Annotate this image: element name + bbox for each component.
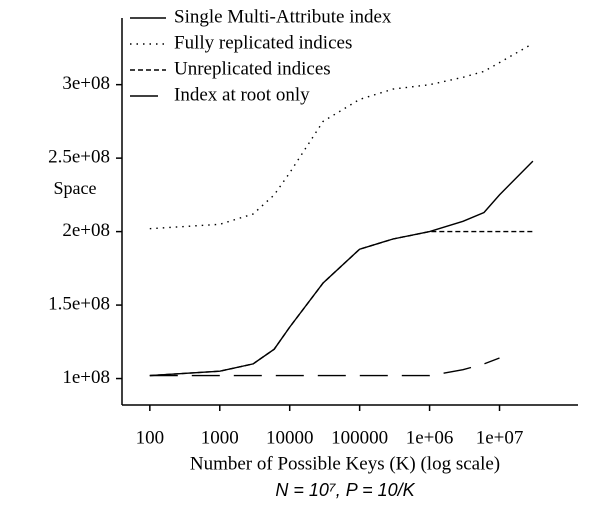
y-axis-label: Space bbox=[54, 178, 97, 198]
x-tick-label: 1e+07 bbox=[476, 427, 524, 448]
series-line bbox=[149, 357, 500, 377]
series-line bbox=[149, 230, 533, 377]
annotation: N = 10⁷, P = 10/K bbox=[275, 480, 415, 500]
series-line bbox=[149, 42, 534, 230]
x-tick-label: 10000 bbox=[266, 427, 314, 448]
x-tick-label: 100000 bbox=[331, 427, 388, 448]
x-axis-label: Number of Possible Keys (K) (log scale) bbox=[190, 453, 500, 474]
x-tick-label: 100 bbox=[136, 427, 165, 448]
legend-label: Index at root only bbox=[174, 84, 310, 105]
legend-label: Unreplicated indices bbox=[174, 58, 331, 79]
y-tick-label: 3e+08 bbox=[62, 73, 110, 94]
y-tick-label: 1.5e+08 bbox=[48, 293, 110, 314]
y-tick-label: 2.5e+08 bbox=[48, 146, 110, 167]
y-tick-label: 1e+08 bbox=[62, 367, 110, 388]
x-tick-label: 1e+06 bbox=[406, 427, 454, 448]
series-line bbox=[149, 160, 534, 377]
legend-label: Fully replicated indices bbox=[174, 32, 352, 53]
x-tick-label: 1000 bbox=[201, 427, 239, 448]
legend-label: Single Multi-Attribute index bbox=[174, 6, 392, 27]
y-tick-label: 2e+08 bbox=[62, 220, 110, 241]
